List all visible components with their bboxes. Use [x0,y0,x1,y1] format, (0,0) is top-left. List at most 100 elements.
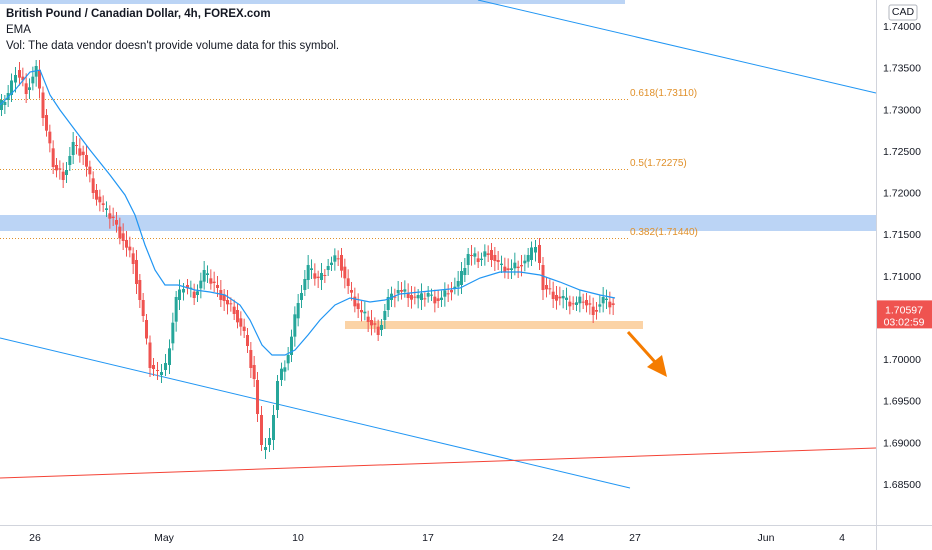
time-axis[interactable]: 26 May 10 17 24 27 Jun 4 [29,532,845,544]
symbol-title[interactable]: British Pound / Canadian Dollar, 4h, FOR… [6,8,271,20]
bullish-candle [565,297,568,300]
bullish-candle [326,266,330,270]
bullish-candle [396,290,400,294]
bearish-candle [156,370,159,371]
bearish-candle [585,300,588,306]
bearish-candle [436,298,440,301]
bullish-candle [202,270,206,282]
bullish-candle [473,253,477,257]
arrow-head [647,355,667,377]
upper-trend-line [477,0,877,94]
bearish-candle [316,276,320,278]
time-tick-label: 26 [29,532,41,544]
bearish-candle [366,316,370,322]
bearish-candle [343,266,347,279]
price-tick-label: 1.69000 [883,437,921,449]
bullish-candle [71,142,75,155]
bullish-candle [330,262,333,265]
bearish-candle [148,342,152,368]
bearish-candle [433,296,437,304]
bearish-candle [88,166,92,175]
bearish-candle [58,168,62,170]
bullish-candle [380,325,383,330]
price-tick-label: 1.72500 [883,146,921,158]
bearish-candle [520,265,523,267]
bearish-candle [400,290,403,292]
bullish-candle [534,247,537,253]
bearish-candle [246,335,249,346]
bullish-candle [28,87,31,90]
price-tick-label: 1.71500 [883,229,921,241]
bullish-candle [10,80,13,95]
bearish-candle [24,83,28,94]
bearish-candle [446,293,450,295]
bearish-candle [555,295,558,301]
price-tick-label: 1.73500 [883,63,921,75]
bullish-candle [403,289,407,292]
bearish-candle [370,320,373,326]
bearish-candle [242,326,246,331]
bearish-candle [78,148,82,156]
time-tick-label: 24 [552,532,564,544]
bullish-candle [420,293,423,300]
bullish-candle [466,254,470,265]
bullish-candle [272,415,275,440]
currency-badge[interactable] [888,4,918,21]
bearish-candle [95,190,98,200]
bearish-candle [118,226,122,239]
bearish-candle [115,220,118,225]
bearish-candle [423,298,427,300]
bullish-candle [526,255,530,262]
bullish-candle [460,271,463,285]
bearish-candle [551,291,555,299]
bearish-candle [55,165,58,171]
bearish-candle [85,155,88,167]
bullish-candle [303,279,307,290]
bearish-candle [125,240,128,248]
bearish-candle [393,296,397,298]
bullish-candle [268,438,271,445]
bearish-candle [256,380,259,414]
fib-label: 0.5(1.72275) [630,158,687,169]
bearish-candle [313,273,317,279]
time-tick-label: 27 [629,532,641,544]
bullish-candle [164,363,167,370]
bullish-candle [182,289,185,293]
bullish-candle [426,293,430,297]
bearish-candle [260,415,263,445]
bearish-candle [239,318,243,327]
bearish-candle [476,258,480,262]
bearish-candle [376,326,380,335]
bearish-candle [18,70,21,78]
bearish-candle [138,280,142,300]
bullish-candle [206,273,209,275]
bullish-candle [513,262,517,269]
bearish-candle [141,300,145,316]
bearish-candle [48,131,52,144]
bearish-candle [406,293,410,298]
bullish-candle [286,355,290,364]
bearish-candle [558,296,562,299]
bearish-candle [38,70,41,89]
bullish-candle [456,281,460,287]
bullish-candle [178,289,181,300]
plot-area[interactable] [0,0,876,525]
trend-lines [0,0,877,489]
fibonacci-levels: 0.618(1.73110) 0.5(1.72275) 0.382(1.71440) [0,88,698,239]
time-tick-label: 10 [292,532,304,544]
bullish-candle [386,297,390,310]
price-axis[interactable]: CAD 1.74000 1.73500 1.73000 1.72500 1.72000 1.… [877,4,932,491]
bearish-candle [360,310,363,313]
bearish-candle [350,290,353,293]
indicator-label[interactable]: EMA [6,24,31,36]
resistance-zone [0,215,876,231]
last-price-tag[interactable] [877,300,932,329]
bearish-candle [538,245,541,263]
last-price-value: 1.70597 [885,304,923,316]
bullish-candle [199,280,203,289]
bearish-candle [571,303,575,305]
bearish-candle [548,288,552,290]
bearish-candle [541,265,545,290]
price-tick-label: 1.72000 [883,188,921,200]
